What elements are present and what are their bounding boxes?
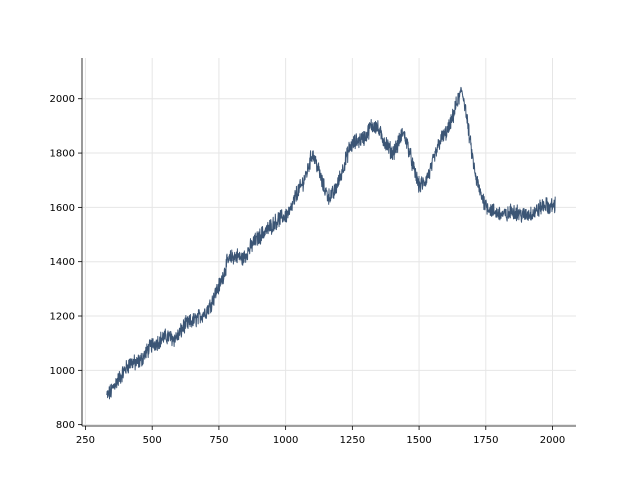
series-group xyxy=(106,86,556,400)
x-tick-label: 1000 xyxy=(273,435,298,446)
y-tick-label: 1000 xyxy=(50,366,75,377)
x-tick-label: 500 xyxy=(143,435,162,446)
x-tick-label: 1250 xyxy=(340,435,365,446)
series-line xyxy=(106,86,556,400)
x-axis: 250 500 750 1000 1250 1500 1750 2000 xyxy=(76,425,576,446)
y-tick-label: 2000 xyxy=(50,94,75,105)
x-tick-label: 250 xyxy=(76,435,95,446)
x-tick-label: 2000 xyxy=(540,435,565,446)
y-axis: 800 1000 1200 1400 1600 1800 2000 xyxy=(50,58,83,431)
x-tick-label: 750 xyxy=(209,435,228,446)
y-tick-label: 1600 xyxy=(50,203,75,214)
y-tick-label: 800 xyxy=(56,420,75,431)
y-tick-label: 1400 xyxy=(50,257,75,268)
y-tick-label: 1800 xyxy=(50,149,75,160)
grid xyxy=(82,58,576,426)
x-tick-label: 1750 xyxy=(473,435,498,446)
x-tick-label: 1500 xyxy=(406,435,431,446)
y-tick-label: 1200 xyxy=(50,312,75,323)
